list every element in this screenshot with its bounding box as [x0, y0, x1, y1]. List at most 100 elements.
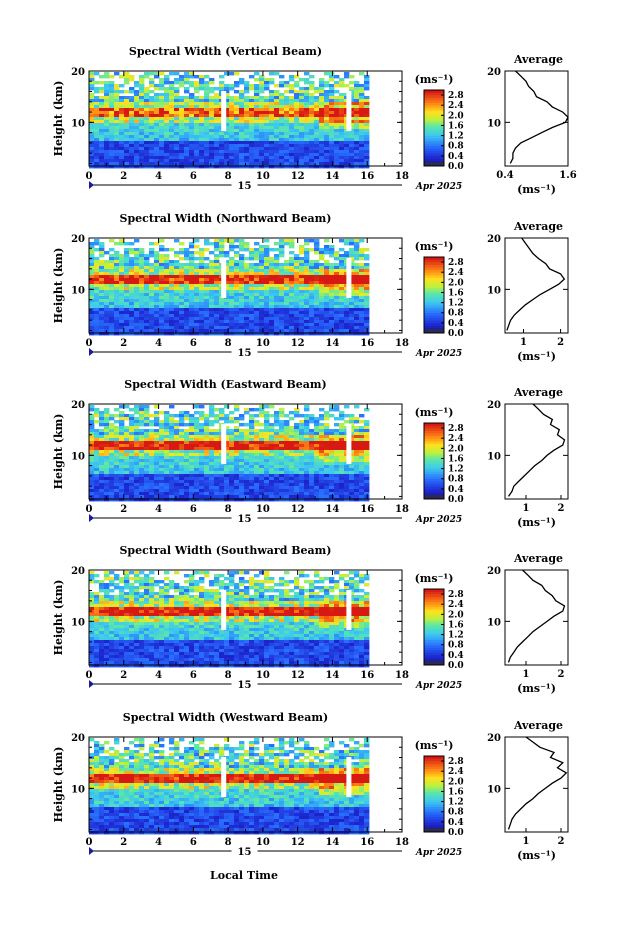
- heatmap-cell: [359, 311, 365, 315]
- heatmap-cell: [99, 248, 105, 252]
- heatmap-cell: [194, 141, 200, 145]
- heatmap-cell: [224, 260, 230, 264]
- heatmap-cell: [329, 447, 335, 451]
- heatmap-cell: [214, 305, 220, 309]
- heatmap-cell: [239, 296, 245, 300]
- heatmap-cell: [324, 486, 330, 490]
- heatmap-cell: [284, 99, 290, 103]
- heatmap-cell: [114, 150, 120, 154]
- heatmap-cell: [344, 141, 350, 145]
- heatmap-cell: [154, 420, 160, 424]
- heatmap-cell: [159, 498, 165, 502]
- heatmap-cell: [89, 429, 95, 433]
- heatmap-cell: [364, 308, 370, 312]
- heatmap-cell: [249, 284, 255, 288]
- heatmap-cell: [269, 105, 275, 109]
- heatmap-cell: [289, 474, 295, 478]
- heatmap-cell: [319, 332, 325, 336]
- heatmap-cell: [289, 260, 295, 264]
- heatmap-cell: [139, 281, 145, 285]
- heatmap-cell: [279, 423, 285, 427]
- heatmap-cell: [299, 287, 305, 291]
- heatmap-cell: [319, 254, 325, 258]
- heatmap-cell: [124, 105, 130, 109]
- heatmap-cell: [154, 435, 160, 439]
- heatmap-cell: [194, 108, 200, 112]
- heatmap-cell: [204, 302, 210, 306]
- heatmap-cell: [89, 129, 95, 133]
- heatmap-cell: [119, 468, 125, 472]
- heatmap-cell: [139, 117, 145, 121]
- heatmap-cell: [364, 147, 370, 151]
- heatmap-cell: [209, 278, 215, 282]
- heatmap-cell: [124, 305, 130, 309]
- heatmap-cell: [254, 486, 260, 490]
- heatmap-cell: [204, 414, 210, 418]
- heatmap-cell: [289, 263, 295, 267]
- heatmap-cell: [94, 329, 100, 333]
- heatmap-cell: [309, 144, 315, 148]
- heatmap-cell: [324, 245, 330, 249]
- heatmap-cell: [219, 474, 225, 478]
- heatmap-cell: [289, 302, 295, 306]
- heatmap-cell: [169, 483, 175, 487]
- colorbar-segment: [424, 279, 444, 283]
- day-label-bg: [231, 179, 258, 191]
- heatmap-cell: [229, 138, 235, 142]
- heatmap-cell: [314, 99, 320, 103]
- heatmap-cell: [184, 72, 190, 76]
- heatmap-cell: [174, 435, 180, 439]
- heatmap-cell: [114, 435, 120, 439]
- heatmap-cell: [359, 111, 365, 115]
- heatmap-cell: [254, 305, 260, 309]
- heatmap-cell: [284, 260, 290, 264]
- heatmap-cell: [259, 260, 265, 264]
- heatmap-cell: [174, 483, 180, 487]
- heatmap-cell: [234, 462, 240, 466]
- heatmap-cell: [274, 489, 280, 493]
- heatmap-cell: [249, 99, 255, 103]
- heatmap-cell: [149, 477, 155, 481]
- heatmap-cell: [229, 275, 235, 279]
- heatmap-cell: [189, 120, 195, 124]
- heatmap-cell: [124, 254, 130, 258]
- heatmap-cell: [214, 114, 220, 118]
- heatmap-cell: [154, 429, 160, 433]
- heatmap-cell: [109, 450, 115, 454]
- heatmap-cell: [279, 435, 285, 439]
- heatmap-cell: [319, 453, 325, 457]
- heatmap-cell: [254, 287, 260, 291]
- heatmap-cell: [184, 483, 190, 487]
- heatmap-cell: [209, 299, 215, 303]
- heatmap-cell: [129, 332, 135, 336]
- heatmap-cell: [229, 132, 235, 136]
- y-tick-label: 20: [71, 67, 85, 78]
- heatmap-cell: [184, 272, 190, 276]
- heatmap-cell: [144, 287, 150, 291]
- heatmap-cell: [204, 93, 210, 97]
- heatmap-cell: [99, 114, 105, 118]
- heatmap-cell: [164, 480, 170, 484]
- heatmap-cell: [104, 153, 110, 157]
- heatmap-cell: [204, 87, 210, 91]
- heatmap-cell: [199, 314, 205, 318]
- heatmap-cell: [139, 159, 145, 163]
- heatmap-cell: [104, 498, 110, 502]
- heatmap-cell: [229, 314, 235, 318]
- heatmap-cell: [339, 411, 345, 415]
- heatmap-cell: [284, 459, 290, 463]
- heatmap-cell: [204, 111, 210, 115]
- heatmap-cell: [119, 311, 125, 315]
- heatmap-cell: [144, 483, 150, 487]
- heatmap-cell: [309, 435, 315, 439]
- heatmap-cell: [324, 323, 330, 327]
- heatmap-cell: [224, 96, 230, 100]
- heatmap-cell: [249, 165, 255, 169]
- heatmap-cell: [279, 281, 285, 285]
- heatmap-cell: [289, 462, 295, 466]
- heatmap-cell: [109, 459, 115, 463]
- heatmap-cell: [149, 308, 155, 312]
- heatmap-cell: [224, 251, 230, 255]
- heatmap-cell: [279, 471, 285, 475]
- heatmap-cell: [329, 450, 335, 454]
